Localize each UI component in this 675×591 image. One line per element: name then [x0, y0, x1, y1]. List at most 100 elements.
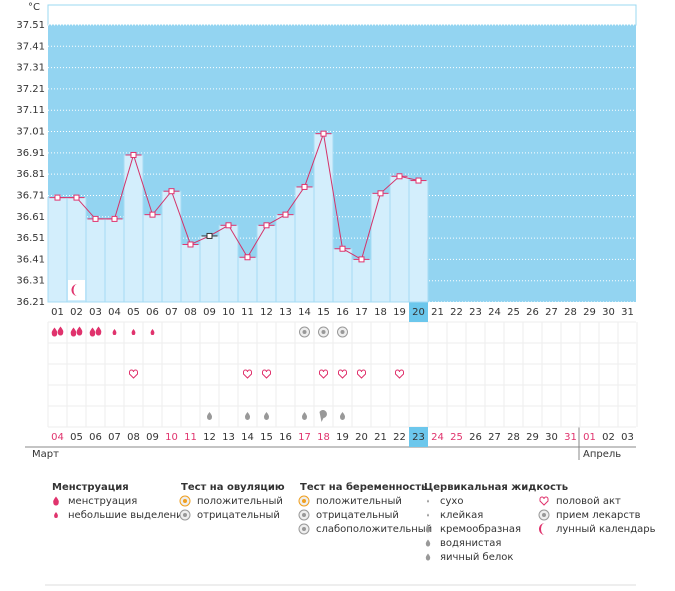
- menstruation-icon: [89, 327, 96, 337]
- legend-item: сухо: [440, 496, 463, 507]
- legend-item: лунный календарь: [556, 524, 656, 535]
- legend-item: положительный: [316, 496, 402, 507]
- date-label: 21: [374, 432, 387, 443]
- y-tick-label: 37.41: [16, 41, 45, 52]
- point: [301, 183, 308, 190]
- x-tick-label: 24: [488, 307, 501, 318]
- legend-icon: [302, 513, 306, 517]
- date-label: 25: [450, 432, 463, 443]
- y-tick-label: 36.51: [16, 233, 45, 244]
- date-label: 29: [526, 432, 539, 443]
- x-tick-label: 14: [298, 307, 311, 318]
- menstruation-icon: [70, 327, 77, 337]
- legend-title: Цервикальная жидкость: [424, 482, 568, 493]
- date-label: 10: [165, 432, 178, 443]
- legend-item: менструация: [68, 496, 137, 507]
- date-label: 03: [621, 432, 634, 443]
- x-tick-label: 20: [412, 307, 425, 318]
- x-tick-label: 04: [108, 307, 121, 318]
- legend-icon: [183, 513, 187, 517]
- date-label: 28: [507, 432, 520, 443]
- date-label: 23: [412, 432, 425, 443]
- date-label: 30: [545, 432, 558, 443]
- x-tick-label: 05: [127, 307, 140, 318]
- legend-item: положительный: [197, 496, 283, 507]
- y-tick-label: 36.81: [16, 169, 45, 180]
- x-tick-label: 23: [469, 307, 482, 318]
- legend-icon: [427, 499, 429, 503]
- legend-icon: [53, 496, 59, 506]
- x-tick-label: 03: [89, 307, 102, 318]
- point: [111, 215, 118, 222]
- point: [206, 232, 213, 239]
- legend-item: слабоположительный: [316, 524, 432, 535]
- menstruation-icon: [57, 326, 64, 336]
- legend-title: Тест на беременность: [300, 481, 427, 493]
- date-label: 12: [203, 432, 216, 443]
- intercourse-icon: [338, 369, 347, 379]
- legend-item: отрицательный: [197, 510, 280, 521]
- point: [282, 211, 289, 218]
- date-label: 31: [564, 432, 577, 443]
- date-label: 06: [89, 432, 102, 443]
- intercourse-icon: [129, 369, 138, 379]
- moon-icon: [71, 284, 78, 296]
- x-tick-label: 22: [450, 307, 463, 318]
- legend-item: отрицательный: [316, 510, 399, 521]
- today-highlight: [409, 302, 428, 322]
- x-tick-label: 11: [241, 307, 254, 318]
- legend-title: Тест на овуляцию: [181, 482, 285, 493]
- menstruation-icon: [76, 326, 83, 336]
- point: [358, 256, 365, 263]
- intercourse-icon: [243, 369, 252, 379]
- x-tick-label: 12: [260, 307, 273, 318]
- date-label: 14: [241, 432, 254, 443]
- legend-title: Менструация: [52, 482, 129, 493]
- bar: [104, 218, 125, 303]
- x-tick-label: 28: [564, 307, 577, 318]
- creamy-icon: [319, 410, 327, 422]
- legend-item: кремообразная: [440, 524, 521, 535]
- point: [187, 241, 194, 248]
- legend-icon: [183, 499, 187, 503]
- intercourse-icon: [357, 369, 366, 379]
- y-tick-label: 36.91: [16, 148, 45, 159]
- date-label: 17: [298, 432, 311, 443]
- bar: [275, 214, 296, 303]
- bar: [332, 248, 353, 303]
- x-tick-label: 15: [317, 307, 330, 318]
- temp-line: [57, 131, 419, 261]
- bar: [294, 186, 315, 303]
- ovulation-test-icon: [302, 330, 307, 334]
- today-highlight: [409, 427, 428, 447]
- date-label: 24: [431, 432, 444, 443]
- moon-cell: [68, 280, 85, 300]
- y-tick-label: 36.31: [16, 276, 45, 287]
- x-tick-label: 07: [165, 307, 178, 318]
- x-tick-label: 30: [602, 307, 615, 318]
- x-tick-label: 25: [507, 307, 520, 318]
- date-label: 01: [583, 432, 596, 443]
- date-label: 18: [317, 432, 330, 443]
- fluid-icon: [206, 412, 213, 421]
- point: [149, 211, 156, 218]
- date-label: 13: [222, 432, 235, 443]
- y-tick-label: 37.31: [16, 63, 45, 74]
- y-tick-label: 37.11: [16, 105, 45, 116]
- x-tick-label: 09: [203, 307, 216, 318]
- legend-icon: [539, 523, 545, 535]
- x-tick-label: 27: [545, 307, 558, 318]
- point: [73, 194, 80, 201]
- ovulation-test-icon: [321, 330, 326, 334]
- bar: [85, 218, 106, 303]
- x-tick-label: 19: [393, 307, 406, 318]
- month-label: Апрель: [583, 449, 621, 460]
- bar: [199, 235, 220, 303]
- bar: [370, 192, 391, 303]
- bar: [47, 197, 68, 303]
- bar: [180, 243, 201, 303]
- date-label: 16: [279, 432, 292, 443]
- fluid-icon: [339, 412, 346, 421]
- legend-icon: [539, 496, 549, 506]
- point: [377, 190, 384, 197]
